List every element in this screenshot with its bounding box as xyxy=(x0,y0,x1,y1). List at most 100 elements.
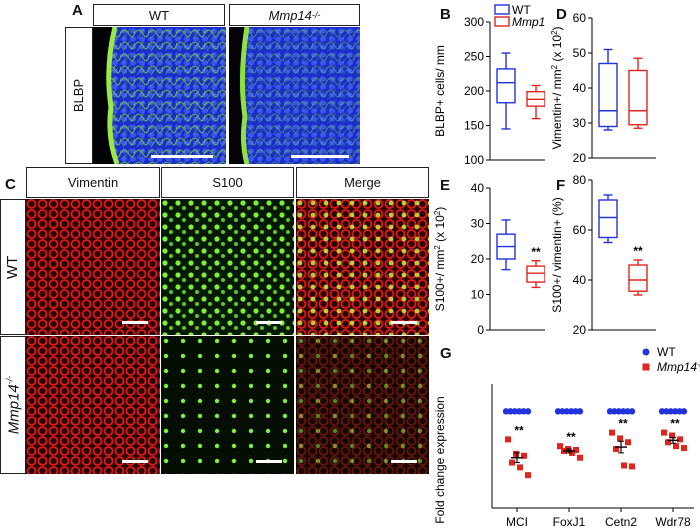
y-tick-label: 40 xyxy=(573,81,587,95)
legend-swatch xyxy=(494,16,510,27)
panel-c-row-ko-text: Mmp14 xyxy=(5,384,22,435)
box-1 xyxy=(628,264,648,292)
ko-point xyxy=(505,436,511,443)
blbp-wt-image xyxy=(93,27,226,164)
wt-point xyxy=(559,408,566,415)
panel-letter-e: E xyxy=(440,177,451,194)
wt-point xyxy=(658,408,666,415)
chart-g-fold-change: Fold change expression MCI FoxJ1 Cetn2 Wdr78… xyxy=(433,345,700,528)
panel-letter-c: C xyxy=(5,176,16,193)
wt-point xyxy=(563,408,570,415)
wt-point xyxy=(516,408,523,415)
ko-point xyxy=(613,446,619,453)
significance-marker: ** xyxy=(618,417,628,431)
x-tick-label: FoxJ1 xyxy=(553,515,586,528)
y-tick-label: 30 xyxy=(471,217,485,231)
ko-point xyxy=(509,459,515,466)
wt-point xyxy=(576,408,584,415)
significance-marker: ** xyxy=(531,245,541,259)
ko-point xyxy=(513,450,519,457)
y-tick-label: 250 xyxy=(464,50,484,64)
panel-c-row-ko: Mmp14-/- xyxy=(0,336,26,474)
y-tick-label: 60 xyxy=(573,223,587,237)
panel-a-row-blbp: BLBP xyxy=(65,27,93,164)
wt-point xyxy=(507,408,514,415)
ko-point xyxy=(669,432,675,439)
ko-point xyxy=(517,464,523,471)
panel-a-col-wt-text: WT xyxy=(148,7,170,23)
wt-point xyxy=(620,408,627,415)
y-axis-label: BLBP+ cells/ mm xyxy=(433,45,447,137)
merge-wt-image xyxy=(296,199,429,335)
panel-letter-a: A xyxy=(72,2,83,19)
y-tick-label: 20 xyxy=(573,151,587,165)
wt-point xyxy=(667,408,674,415)
s100-wt-micrograph xyxy=(161,199,294,335)
panel-c-col-s100: S100 xyxy=(161,167,294,198)
ko-point xyxy=(673,443,679,450)
ko-point xyxy=(621,462,627,469)
wt-point xyxy=(611,408,618,415)
panel-letter-f: F xyxy=(556,177,566,194)
vimentin-wt-micrograph xyxy=(26,199,160,335)
ko-point xyxy=(681,445,687,452)
chart-d-vimentin: 20 30 40 50 60 Vimentin+/ mm2 (x 102) xyxy=(550,11,656,165)
significance-marker: ** xyxy=(566,430,576,444)
box-0 xyxy=(496,68,516,104)
s100-ko-micrograph xyxy=(161,336,294,474)
panel-c-col-vimentin-text: Vimentin xyxy=(67,175,119,190)
panel-c-col-vimentin: Vimentin xyxy=(26,167,160,198)
panel-letter-d: D xyxy=(556,6,567,23)
merge-wt-micrograph xyxy=(296,199,429,335)
box-1 xyxy=(526,265,545,283)
chart-e-s100: 0 10 20 30 40 S100+/ mm2 (x 102) ** xyxy=(433,181,545,337)
ko-point xyxy=(521,452,527,459)
wt-point xyxy=(520,408,527,415)
legend-label: WT xyxy=(657,345,676,359)
y-tick-label: 30 xyxy=(573,116,587,130)
y-axis-label: Fold change expression xyxy=(433,396,447,523)
vimentin-ko-micrograph xyxy=(26,336,160,474)
wt-point xyxy=(511,408,518,415)
legend-label: Mmp14-/- xyxy=(512,15,545,29)
wt-point xyxy=(680,408,688,415)
blbp-ko-micrograph xyxy=(229,27,360,164)
y-tick-label: 150 xyxy=(464,119,484,133)
wt-point xyxy=(676,408,683,415)
ko-point xyxy=(609,429,615,436)
ko-point xyxy=(617,435,623,442)
ko-point xyxy=(677,436,683,443)
y-tick-label: 300 xyxy=(464,15,484,29)
y-tick-label: 80 xyxy=(573,173,587,187)
significance-marker: ** xyxy=(633,244,643,258)
chart-f-s100-ratio: 20 40 60 80 S100+/ vimentin+ (%) ** xyxy=(550,173,656,337)
x-tick-label: Wdr78 xyxy=(655,515,691,528)
ko-point xyxy=(625,439,631,446)
wt-point xyxy=(624,408,631,415)
panel-a-col-ko: Mmp14 -/- xyxy=(229,4,360,26)
panel-a-col-wt: WT xyxy=(93,4,225,26)
y-tick-label: 50 xyxy=(573,46,587,60)
s100-wt-image xyxy=(161,199,294,335)
wt-point xyxy=(615,408,622,415)
wt-point xyxy=(606,408,614,415)
wt-point xyxy=(628,408,636,415)
legend-swatch xyxy=(642,363,650,371)
panel-a-row-blbp-text: BLBP xyxy=(71,78,87,113)
legend-label: WT xyxy=(512,3,531,17)
legend-swatch xyxy=(494,4,510,15)
wt-point xyxy=(502,408,510,415)
wt-point xyxy=(572,408,579,415)
vimentin-ko-image xyxy=(26,336,160,474)
y-tick-label: 20 xyxy=(573,323,587,337)
panel-c-row-wt: WT xyxy=(0,199,26,335)
panel-a-col-ko-text: Mmp14 xyxy=(268,7,312,23)
panel-a-col-ko-sup: -/- xyxy=(311,10,321,20)
y-tick-label: 40 xyxy=(573,273,587,287)
wt-point xyxy=(672,408,679,415)
x-tick-label: MCI xyxy=(506,515,528,528)
box-1 xyxy=(628,69,648,126)
y-tick-label: 200 xyxy=(464,84,484,98)
y-tick-label: 100 xyxy=(464,153,484,167)
vimentin-wt-image xyxy=(26,199,160,335)
